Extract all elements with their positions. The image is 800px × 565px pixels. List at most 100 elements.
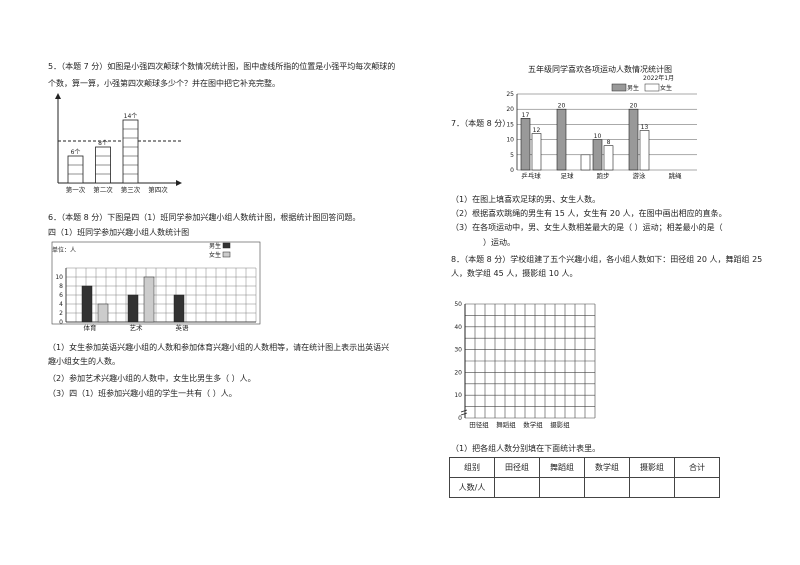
x-tick-label: 足球 — [561, 171, 575, 180]
bar — [97, 303, 109, 323]
q7-p3-line1: （3）在各项运动中，男、女生人数相差最大的是（ ）运动；相差最小的是（ — [451, 223, 723, 232]
y-tick-label: 0 — [510, 167, 514, 174]
y-tick-label: 20 — [506, 106, 514, 113]
y-tick-label: 20 — [454, 369, 462, 376]
q7-label: 7．（本题 8 分） — [451, 119, 511, 128]
chart-frame — [51, 241, 261, 325]
q8-stats-table: 组别 田径组 舞蹈组 数学组 摄影组 合计 人数/人 — [449, 457, 720, 498]
table-input-cell[interactable] — [494, 477, 540, 498]
y-tick-label: 10 — [55, 274, 63, 281]
q6-p1-line1: （1）女生参加英语兴趣小组的人数和参加体育兴趣小组的人数相等，请在统计图上表示出… — [48, 343, 390, 352]
y-tick-label: 10 — [506, 137, 514, 144]
y-tick-label: 6 — [59, 292, 63, 299]
y-tick-label: 10 — [454, 392, 462, 399]
bar-value-label: 8 — [607, 139, 611, 146]
x-tick-label: 第二次 — [93, 185, 113, 194]
x-tick-label: 第四次 — [148, 185, 168, 194]
table-header-cell: 数学组 — [584, 457, 630, 478]
bar — [556, 108, 567, 171]
bar — [603, 145, 614, 171]
y-tick-label: 15 — [506, 121, 514, 128]
bar — [592, 139, 603, 171]
bar-value-label: 12 — [533, 127, 541, 134]
table-input-cell[interactable] — [584, 477, 630, 498]
bar — [531, 133, 542, 171]
legend-label: 男生 — [627, 84, 639, 92]
q7-chart-title: 五年级同学喜欢各项运动人数情况统计图 — [528, 65, 672, 74]
bar — [81, 285, 93, 323]
bar-value-label: 8个 — [98, 140, 108, 147]
bar-value-label: 10 — [594, 133, 602, 140]
q7-p3-line2: ）运动。 — [483, 238, 515, 247]
bar — [628, 108, 639, 171]
table-input-cell[interactable] — [629, 477, 675, 498]
q7-p1: （1）在图上填喜欢足球的男、女生人数。 — [451, 195, 601, 204]
x-tick-label: 英语 — [176, 323, 190, 332]
q8-text-line1: 8．（本题 8 分）学校组建了五个兴趣小组，各小组人数如下：田径组 20 人，舞… — [451, 255, 763, 264]
legend-label: 女生 — [660, 84, 672, 92]
q7-p2: （2）根据喜欢跳绳的男生有 15 人，女生有 20 人，在图中画出相应的直条。 — [451, 209, 727, 218]
x-tick-label: 第一次 — [66, 185, 86, 194]
table-row-label: 人数/人 — [449, 477, 495, 498]
q6-p1-line2: 趣小组女生的人数。 — [48, 357, 120, 366]
q6-text: 6．（本题 8 分）下图是四（1）班同学参加兴趣小组人数统计图，根据统计图回答问… — [48, 213, 361, 222]
table-input-cell[interactable] — [674, 477, 720, 498]
q8-grid-chart: 0 10 20 30 40 50 田径组 舞蹈组 数学组 摄影组 — [454, 301, 596, 429]
x-tick-label: 体育 — [84, 323, 98, 332]
table-header-cell: 组别 — [449, 457, 495, 478]
y-tick-label: 5 — [510, 152, 514, 159]
x-tick-label: 第三次 — [121, 185, 141, 194]
y-tick-label: 4 — [59, 301, 63, 308]
q6-p3: （3）四（1）班参加兴趣小组的学生一共有（ ）人。 — [48, 389, 237, 398]
y-tick-label: 25 — [506, 91, 514, 98]
x-tick-label: 摄影组 — [550, 420, 570, 429]
legend-label: 男生 — [209, 242, 221, 250]
x-tick-label: 舞蹈组 — [496, 420, 516, 429]
y-tick-label: 0 — [458, 415, 462, 422]
bar — [143, 276, 155, 323]
x-tick-label: 跳绳 — [669, 171, 683, 180]
table-row: 人数/人 — [449, 477, 720, 498]
q5-text-line2: 个数，算一算，小强第四次颠球多少个？并在图中把它补充完整。 — [48, 79, 280, 88]
bar — [580, 154, 591, 171]
y-tick-label: 40 — [454, 324, 462, 331]
bar — [127, 294, 139, 323]
table-header-cell: 田径组 — [494, 457, 540, 478]
y-axis-arrow — [55, 93, 61, 99]
y-tick-label: 8 — [59, 283, 63, 290]
x-tick-label: 游泳 — [633, 171, 647, 180]
legend-swatch — [222, 251, 231, 258]
q8-text-line2: 人，数学组 45 人，摄影组 10 人。 — [451, 269, 578, 278]
y-tick-label: 0 — [59, 319, 63, 326]
axis-break-mark — [460, 412, 468, 416]
y-tick-label: 50 — [454, 301, 462, 308]
chart-date: 2022年1月 — [643, 74, 674, 82]
x-tick-label: 田径组 — [469, 420, 489, 429]
y-tick-label: 2 — [59, 310, 63, 317]
axis-break-mark — [460, 409, 468, 413]
legend-swatch — [222, 242, 231, 249]
q5-text-line1: 5．（本题 7 分）如图是小强四次颠球个数情况统计图，图中虚线所指的位置是小强平… — [48, 62, 396, 71]
legend-swatch — [644, 83, 660, 92]
table-header-cell: 舞蹈组 — [539, 457, 585, 478]
table-header-cell: 摄影组 — [629, 457, 675, 478]
x-axis-arrow — [176, 180, 182, 186]
x-tick-label: 跑步 — [597, 171, 611, 180]
bar-value-label: 6个 — [71, 149, 81, 156]
unit-label: 单位：人 — [52, 246, 76, 254]
bar — [122, 119, 139, 184]
bar-value-label: 14个 — [124, 113, 138, 120]
q6-chart-title: 四（1）班同学参加兴趣小组人数统计图 — [48, 228, 190, 237]
q8-p1: （1）把各组人数分别填在下面统计表里。 — [451, 444, 601, 453]
table-input-cell[interactable] — [539, 477, 585, 498]
bar — [520, 118, 531, 171]
y-tick-label: 30 — [454, 347, 462, 354]
bar — [173, 294, 185, 323]
bar — [67, 155, 84, 184]
table-header-cell: 合计 — [674, 457, 720, 478]
x-tick-label: 艺术 — [130, 323, 144, 332]
bar-value-label: 20 — [630, 103, 638, 110]
bar-value-label: 13 — [641, 124, 649, 131]
